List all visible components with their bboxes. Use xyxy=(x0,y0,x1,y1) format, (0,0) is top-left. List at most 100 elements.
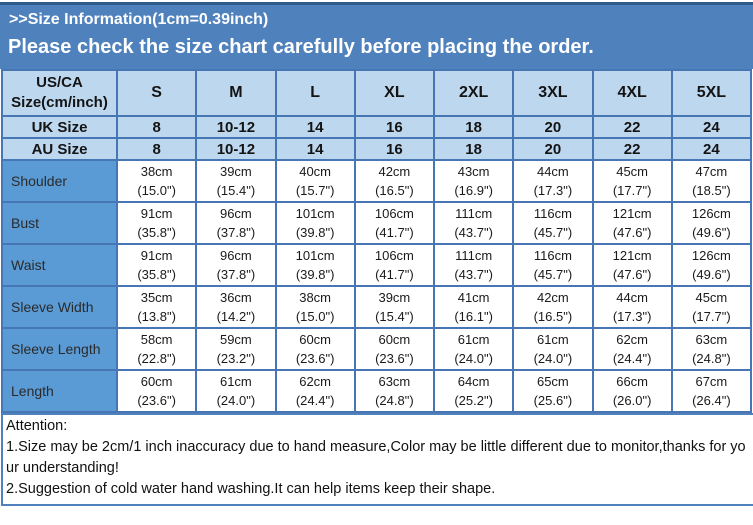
measurement-value-cell: 65cm (25.6") xyxy=(512,369,594,413)
measurement-value-cell: 44cm (17.3") xyxy=(591,285,673,329)
measurement-inch: (23.2") xyxy=(216,351,256,366)
measurement-value-cell: 38cm (15.0") xyxy=(274,285,356,329)
measurement-value-cell: 101cm (39.8") xyxy=(274,243,356,287)
measurement-inch: (49.6") xyxy=(692,267,731,282)
region-size-row: UK Size 8 10-12 14 16 18 20 22 24 xyxy=(1,115,753,139)
measurement-value-cell: 40cm (15.7") xyxy=(274,159,356,203)
measurement-value-cell: 66cm (26.0") xyxy=(591,369,673,413)
measurement-cm: 60cm xyxy=(299,332,332,347)
measurement-value-cell: 106cm (41.7") xyxy=(353,201,436,245)
measurement-inch: (45.7") xyxy=(533,225,573,240)
measurement-inch: (24.8") xyxy=(692,351,731,366)
region-size-value: 10-12 xyxy=(195,115,277,139)
measurement-inch: (14.2") xyxy=(216,309,256,324)
region-size-value: 18 xyxy=(432,137,515,161)
measurement-cm: 66cm xyxy=(616,374,649,389)
measurement-value-cell: 111cm (43.7") xyxy=(432,201,515,245)
measurement-value-cell: 60cm (23.6") xyxy=(115,369,198,413)
measurement-cm: 65cm xyxy=(536,374,569,389)
size-column-header: 5XL xyxy=(670,69,753,117)
measurement-inch: (16.9") xyxy=(454,183,493,198)
measurement-value-cell: 101cm (39.8") xyxy=(274,201,356,245)
measurement-cm: 59cm xyxy=(219,332,252,347)
measurement-cm: 101cm xyxy=(295,206,335,221)
measurement-inch: (23.6") xyxy=(295,351,335,366)
region-size-value: 10-12 xyxy=(195,137,277,161)
measurement-value-cell: 106cm (41.7") xyxy=(353,243,436,287)
size-column-header: XL xyxy=(353,69,436,117)
measurement-inch: (39.8") xyxy=(295,267,335,282)
measurement-inch: (23.6") xyxy=(137,393,176,408)
measurement-inch: (15.4") xyxy=(216,183,256,198)
measurement-value-cell: 42cm (16.5") xyxy=(353,159,436,203)
measurement-value-cell: 36cm (14.2") xyxy=(195,285,277,329)
measurement-cm: 61cm xyxy=(457,332,490,347)
corner-header-cell: US/CA Size(cm/inch) xyxy=(1,69,118,117)
measurement-cm: 47cm xyxy=(695,164,728,179)
attention-line: 1.Size may be 2cm/1 inch inaccuracy due … xyxy=(6,439,746,476)
measurement-inch: (15.0") xyxy=(295,309,335,324)
measurement-value-cell: 67cm (26.4") xyxy=(670,369,753,413)
measurement-label: Length xyxy=(1,369,118,413)
size-info-banner: >>Size Information(1cm=0.39inch) Please … xyxy=(0,2,753,69)
measurement-inch: (15.4") xyxy=(375,309,414,324)
measurement-cm: 39cm xyxy=(219,164,252,179)
region-size-value: 8 xyxy=(115,137,198,161)
measurement-value-cell: 62cm (24.4") xyxy=(274,369,356,413)
measurement-value-cell: 61cm (24.0") xyxy=(512,327,594,371)
check-chart-notice: Please check the size chart carefully be… xyxy=(8,36,594,58)
measurement-value-cell: 41cm (16.1") xyxy=(432,285,515,329)
measurement-value-cell: 91cm (35.8") xyxy=(115,201,198,245)
measurement-row: Sleeve Length 58cm (22.8") 59cm (23.2") 60cm (… xyxy=(1,327,753,371)
measurement-cm: 111cm xyxy=(455,206,493,221)
measurement-value-cell: 44cm (17.3") xyxy=(512,159,594,203)
measurement-cm: 62cm xyxy=(299,374,332,389)
measurement-inch: (24.4") xyxy=(295,393,335,408)
measurement-cm: 121cm xyxy=(612,206,652,221)
measurement-inch: (17.7") xyxy=(692,309,731,324)
measurement-value-cell: 116cm (45.7") xyxy=(512,243,594,287)
measurement-inch: (16.5") xyxy=(375,183,414,198)
measurement-inch: (18.5") xyxy=(692,183,731,198)
measurement-cm: 63cm xyxy=(695,332,728,347)
size-chart-table: US/CA Size(cm/inch) S M L XL 2XL 3XL 4XL 5XL UK… xyxy=(1,69,753,413)
measurement-value-cell: 45cm (17.7") xyxy=(670,285,753,329)
region-size-value: 24 xyxy=(670,115,753,139)
measurement-inch: (43.7") xyxy=(454,267,493,282)
region-size-value: 22 xyxy=(591,137,673,161)
measurement-row: Length 60cm (23.6") 61cm (24.0") 62cm (24.4") 6… xyxy=(1,369,753,413)
measurement-cm: 63cm xyxy=(378,374,411,389)
measurement-value-cell: 111cm (43.7") xyxy=(432,243,515,287)
region-size-value: 20 xyxy=(512,137,594,161)
measurement-value-cell: 121cm (47.6") xyxy=(591,201,673,245)
measurement-inch: (49.6") xyxy=(692,225,731,240)
measurement-value-cell: 42cm (16.5") xyxy=(512,285,594,329)
region-size-value: 8 xyxy=(115,115,198,139)
measurement-cm: 126cm xyxy=(691,206,731,221)
measurement-value-cell: 126cm (49.6") xyxy=(670,201,753,245)
measurement-value-cell: 47cm (18.5") xyxy=(670,159,753,203)
measurement-label: Sleeve Width xyxy=(1,285,118,329)
measurement-value-cell: 126cm (49.6") xyxy=(670,243,753,287)
size-column-header: M xyxy=(195,69,277,117)
region-size-label: AU Size xyxy=(1,137,118,161)
measurement-inch: (45.7") xyxy=(533,267,573,282)
measurement-value-cell: 60cm (23.6") xyxy=(353,327,436,371)
size-column-header: L xyxy=(274,69,356,117)
region-size-value: 14 xyxy=(274,137,356,161)
measurement-cm: 121cm xyxy=(612,248,652,263)
measurement-inch: (41.7") xyxy=(375,267,414,282)
measurement-inch: (13.8") xyxy=(137,309,176,324)
measurement-inch: (25.6") xyxy=(533,393,573,408)
region-size-value: 16 xyxy=(353,115,436,139)
measurement-value-cell: 63cm (24.8") xyxy=(353,369,436,413)
attention-line: 2.Suggestion of cold water hand washing.… xyxy=(6,481,496,497)
measurement-inch: (17.7") xyxy=(612,183,652,198)
measurement-inch: (15.7") xyxy=(295,183,335,198)
measurement-inch: (37.8") xyxy=(216,225,256,240)
measurement-cm: 44cm xyxy=(536,164,569,179)
measurement-inch: (47.6") xyxy=(612,267,652,282)
measurement-cm: 101cm xyxy=(295,248,335,263)
region-size-value: 24 xyxy=(670,137,753,161)
measurement-cm: 116cm xyxy=(533,248,572,263)
